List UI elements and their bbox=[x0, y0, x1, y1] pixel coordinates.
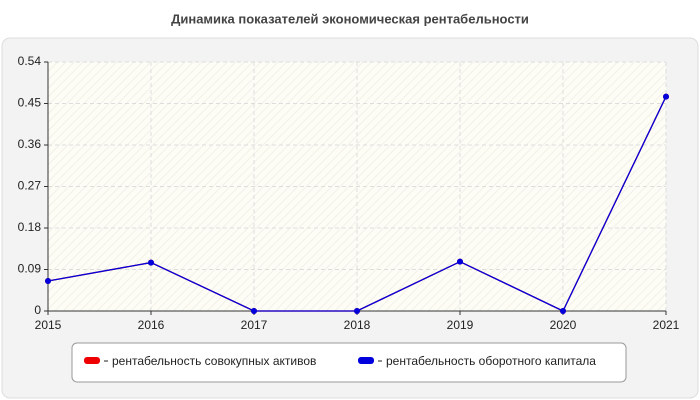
legend bbox=[71, 342, 627, 383]
data-point bbox=[354, 308, 360, 314]
y-tick-label: 0.09 bbox=[18, 262, 42, 276]
x-tick-label: 2018 bbox=[344, 318, 371, 332]
y-tick-label: 0.54 bbox=[18, 54, 42, 68]
legend-swatch bbox=[358, 357, 374, 364]
x-tick-label: 2015 bbox=[35, 318, 62, 332]
x-tick-label: 2016 bbox=[138, 318, 165, 332]
y-tick-label: 0 bbox=[34, 303, 41, 317]
legend-label: рентабельность оборотного капитала bbox=[386, 354, 596, 368]
data-point bbox=[251, 308, 257, 314]
chart-title: Динамика показателей экономическая рента… bbox=[171, 11, 529, 26]
x-tick-label: 2017 bbox=[241, 318, 268, 332]
data-point bbox=[663, 93, 669, 100]
y-tick-label: 0.36 bbox=[18, 137, 42, 151]
data-point bbox=[148, 259, 154, 266]
y-tick-label: 0.27 bbox=[18, 179, 42, 193]
x-tick-label: 2020 bbox=[550, 318, 577, 332]
x-tick-label: 2019 bbox=[447, 318, 474, 332]
x-tick-label: 2021 bbox=[653, 318, 680, 332]
y-tick-label: 0.45 bbox=[18, 96, 42, 110]
data-point bbox=[457, 258, 463, 265]
y-tick-label: 0.18 bbox=[18, 220, 42, 234]
legend-swatch bbox=[84, 357, 100, 364]
data-point bbox=[560, 308, 566, 314]
legend-label: рентабельность совокупных активов bbox=[112, 354, 316, 368]
data-point bbox=[45, 278, 51, 285]
